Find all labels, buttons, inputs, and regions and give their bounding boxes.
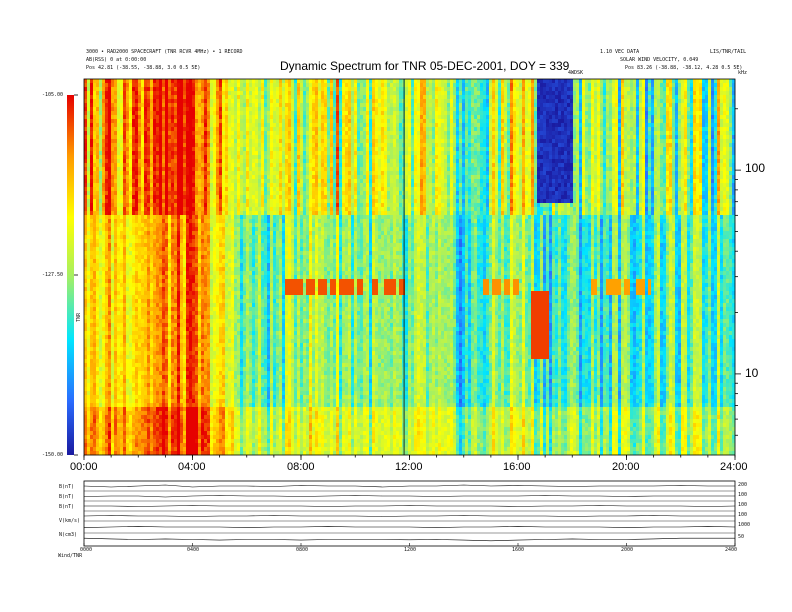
lower-x-tick-0000: 0000 (80, 547, 92, 553)
x-tick-label-1600: 16:00 (503, 461, 531, 473)
lower-right-label-6: 50 (738, 534, 744, 540)
lower-x-tick-0400: 0400 (187, 547, 199, 553)
lower-x-tick-2400: 2400 (725, 547, 737, 553)
header-left-line2: AB(RSS) 0 at 0:00:00 (86, 57, 146, 63)
spectrogram-heatmap (84, 79, 736, 456)
lower-panel-label-1: B(nT) (59, 484, 74, 490)
x-tick-label-0400: 04:00 (178, 461, 206, 473)
lower-panel-trace-6 (83, 537, 735, 542)
header-right-line2: SOLAR WIND VELOCITY, 0.049 (620, 57, 698, 63)
header-right-corner: LIS/TNR/TAIL (710, 49, 746, 55)
x-tick-label-0800: 08:00 (287, 461, 315, 473)
lower-right-label-2: 100 (738, 492, 747, 498)
header-left-line3: Pos 42.81 (-38.55, -38.88, 3.0 0.5 5E) (86, 65, 200, 71)
colorbar-tick-label-mid: -127.50 (42, 272, 63, 278)
y-unit-label: kHz (738, 70, 747, 76)
x-tick-label-2400: 24:00 (720, 461, 748, 473)
lower-right-label-1: 200 (738, 482, 747, 488)
y-tick-label-100: 100 (745, 161, 765, 175)
lower-panel-label-5: N(cm3) (59, 532, 77, 538)
lower-panel-trace-5 (83, 526, 736, 528)
x-tick-label-2000: 20:00 (612, 461, 640, 473)
lower-panel-label-2: B(nT) (59, 494, 74, 500)
lower-panel-trace-3 (84, 505, 736, 507)
lower-x-tick-1200: 1200 (404, 547, 416, 553)
x-tick-label-0000: 00:00 (70, 461, 98, 473)
lower-panel-label-4: V(km/s) (59, 518, 80, 524)
lower-panel-label-3: B(nT) (59, 504, 74, 510)
lower-x-tick-1600: 1600 (512, 547, 524, 553)
lower-panel-trace-4 (83, 515, 735, 517)
lower-panels-frame (83, 480, 736, 547)
lower-right-label-3: 100 (738, 502, 747, 508)
lower-right-label-5: 1000 (738, 522, 750, 528)
colorbar-label: TNR (76, 313, 82, 322)
header-mid-label: 4WDSK (568, 70, 583, 76)
y-tick-label-10: 10 (745, 366, 758, 380)
x-tick-label-1200: 12:00 (395, 461, 423, 473)
colorbar (67, 95, 74, 455)
chart-title: Dynamic Spectrum for TNR 05-DEC-2001, DO… (280, 59, 569, 73)
footer-label: Wind/TNR (58, 553, 82, 559)
colorbar-tick-label-top: -105.00 (42, 92, 63, 98)
lower-x-tick-2000: 2000 (621, 547, 633, 553)
colorbar-tick-label-bottom: -150.00 (42, 452, 63, 458)
header-right-line1: 1.10 VEC DATA (600, 49, 639, 55)
lower-panel-trace-2 (83, 495, 735, 498)
lower-panel-trace-1 (83, 484, 735, 488)
lower-x-tick-0800: 0800 (296, 547, 308, 553)
lower-right-label-4: 100 (738, 512, 747, 518)
header-right-line3: Pos 83.26 (-38.88, -38.12, 4.28 0.5 5E) (625, 65, 742, 71)
header-left-line1: 3000 • RAD2000 SPACECRAFT (TNR RCVR 4MHz… (86, 49, 243, 55)
